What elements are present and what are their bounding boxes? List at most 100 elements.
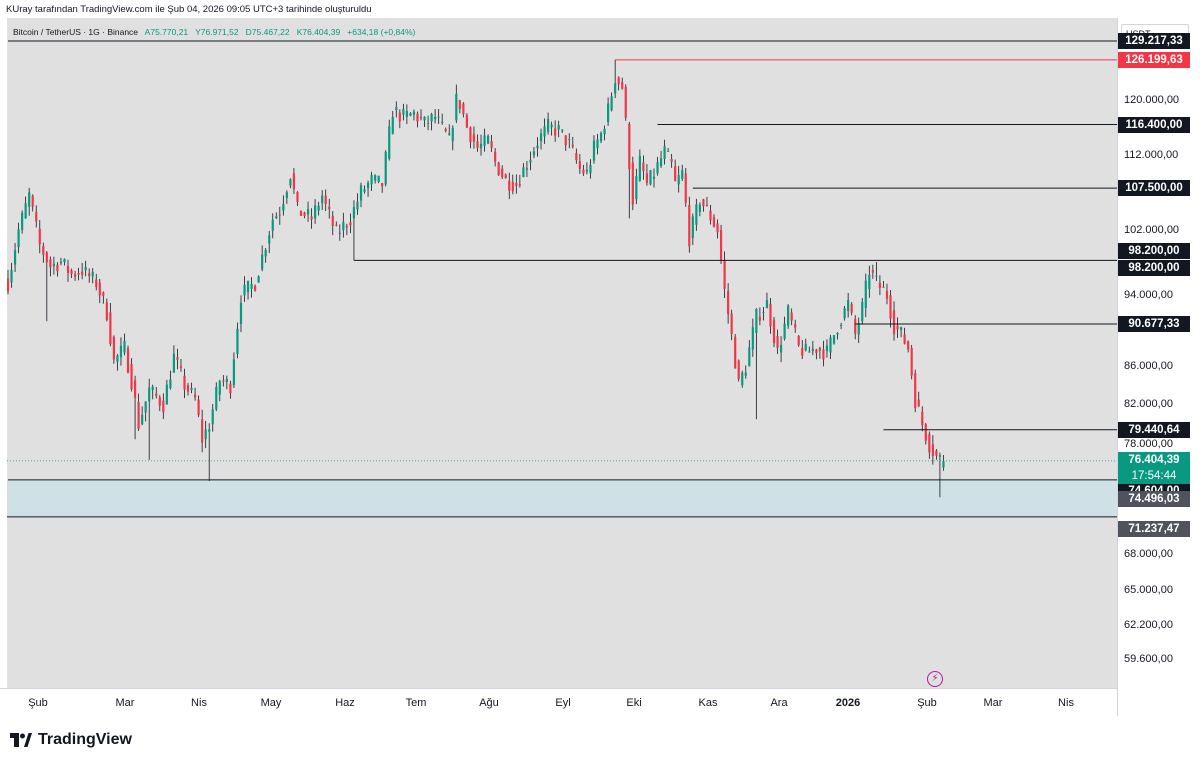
time-tick-label: Eyl bbox=[555, 697, 571, 709]
candle-body bbox=[133, 380, 137, 398]
candle-body bbox=[91, 271, 94, 277]
candle-body bbox=[398, 112, 401, 122]
price-level-badge: 116.400,00 bbox=[1118, 116, 1190, 133]
price-scale[interactable] bbox=[1117, 18, 1200, 716]
symbol-legend: Bitcoin / TetherUS · 1G · Binance A75.77… bbox=[13, 27, 415, 37]
candle-body bbox=[515, 183, 518, 187]
candle-body bbox=[652, 176, 656, 179]
price-tick-label: 78.000,00 bbox=[1124, 438, 1173, 451]
candle-body bbox=[497, 162, 500, 176]
chart-plot-area[interactable]: Bitcoin / TetherUS · 1G · Binance A75.77… bbox=[7, 18, 1117, 688]
candle-body bbox=[490, 141, 493, 148]
candle-body bbox=[695, 204, 698, 225]
candle-body bbox=[66, 266, 70, 273]
close-value: K76.404,39 bbox=[296, 27, 341, 37]
candle-body bbox=[603, 128, 606, 135]
tradingview-logo[interactable]: TradingView bbox=[10, 731, 132, 749]
candle-body bbox=[907, 341, 910, 350]
candle-body bbox=[63, 258, 66, 262]
candle-body bbox=[45, 252, 48, 263]
candle-body bbox=[903, 334, 906, 344]
candle-body bbox=[338, 232, 341, 234]
candle-body bbox=[885, 291, 889, 299]
time-tick-label: Ara bbox=[770, 697, 788, 709]
price-level-badge: 98.200,00 bbox=[1118, 243, 1190, 260]
candle-body bbox=[123, 340, 126, 353]
lightning-icon[interactable]: ⚡ bbox=[927, 671, 943, 687]
time-tick-label: Nis bbox=[191, 697, 207, 709]
candle-body bbox=[462, 103, 465, 115]
candle-body bbox=[924, 424, 927, 441]
candles bbox=[7, 59, 945, 498]
candle-body bbox=[582, 169, 585, 174]
candle-body bbox=[790, 312, 793, 321]
candle-body bbox=[607, 103, 610, 123]
candle-body bbox=[928, 434, 931, 453]
candle-body bbox=[868, 274, 871, 289]
candle-body bbox=[119, 345, 123, 358]
candle-body bbox=[864, 280, 867, 309]
candle-body bbox=[31, 195, 34, 207]
price-level-badge: 90.677,33 bbox=[1118, 316, 1190, 333]
brand-name: TradingView bbox=[38, 731, 132, 748]
candle-body bbox=[546, 119, 550, 132]
candle-body bbox=[808, 351, 811, 353]
candle-body bbox=[264, 249, 267, 257]
time-tick-label: Mar bbox=[115, 697, 135, 709]
candle-body bbox=[645, 173, 649, 183]
candle-body bbox=[105, 302, 108, 320]
candle-body bbox=[285, 192, 288, 199]
candle-body bbox=[787, 305, 790, 326]
candle-body bbox=[571, 144, 574, 147]
candle-body bbox=[741, 372, 744, 386]
candle-body bbox=[289, 179, 292, 186]
candle-body bbox=[878, 282, 882, 288]
candle-body bbox=[649, 170, 652, 185]
candle-body bbox=[193, 394, 197, 398]
tradingview-logo-icon bbox=[10, 733, 32, 747]
candle-body bbox=[275, 216, 278, 219]
candle-body bbox=[917, 399, 920, 407]
candle-body bbox=[811, 348, 814, 352]
candle-body bbox=[423, 116, 426, 121]
candle-body bbox=[155, 393, 158, 396]
time-tick-label: May bbox=[260, 697, 282, 709]
candle-body bbox=[734, 336, 737, 369]
candle-body bbox=[892, 310, 896, 335]
time-tick-label: Kas bbox=[698, 697, 718, 709]
price-chart[interactable] bbox=[7, 18, 1117, 688]
candle-body bbox=[303, 212, 306, 217]
candle-body bbox=[631, 162, 634, 205]
candle-body bbox=[818, 347, 821, 351]
candle-body bbox=[296, 191, 299, 203]
candle-body bbox=[829, 337, 832, 353]
candle-body bbox=[278, 214, 281, 216]
candle-body bbox=[345, 226, 348, 228]
time-axis[interactable]: Şub Mar Nis May Haz Tem Ağu Eyl Eki Kas Ara 2026 Şub… bbox=[0, 688, 1117, 717]
candle-body bbox=[434, 116, 437, 120]
candle-body bbox=[702, 199, 705, 207]
candle-body bbox=[169, 379, 172, 389]
candle-body bbox=[268, 235, 271, 244]
candle-body bbox=[896, 325, 899, 330]
candle-body bbox=[511, 181, 514, 192]
candle-body bbox=[554, 128, 557, 136]
candle-body bbox=[201, 419, 204, 443]
candle-body bbox=[102, 292, 105, 296]
candle-body bbox=[942, 460, 945, 468]
candle-body bbox=[610, 96, 613, 111]
candle-body bbox=[243, 284, 246, 296]
candle-body bbox=[578, 161, 581, 170]
time-tick-label: Mar bbox=[983, 697, 1003, 709]
candle-body bbox=[179, 366, 183, 368]
candle-body bbox=[624, 86, 627, 118]
candle-body bbox=[698, 204, 701, 212]
candle-body bbox=[727, 291, 730, 315]
candle-body bbox=[148, 387, 151, 402]
candle-body bbox=[568, 139, 571, 141]
candle-body bbox=[638, 156, 641, 181]
candle-body bbox=[804, 343, 807, 351]
candle-body bbox=[536, 145, 539, 149]
candle-body bbox=[719, 230, 723, 260]
candle-body bbox=[836, 332, 839, 335]
